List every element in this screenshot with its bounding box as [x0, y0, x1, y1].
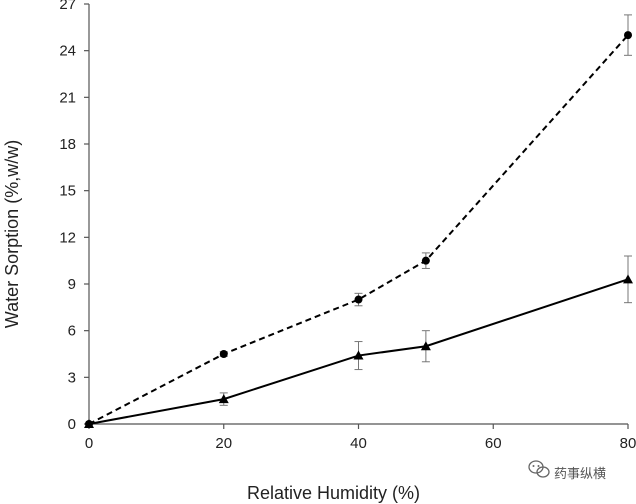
x-tick-label: 40: [350, 435, 367, 452]
series-2: [84, 255, 633, 428]
y-tick-label: 21: [59, 89, 76, 106]
data-point-triangle: [218, 394, 229, 404]
x-tick-label: 80: [620, 435, 636, 452]
watermark-text: 药事纵横: [554, 467, 606, 482]
y-tick-label: 0: [68, 416, 76, 433]
data-point-circle: [624, 31, 632, 40]
x-tick-label: 60: [485, 435, 502, 452]
y-tick-label: 12: [59, 229, 76, 246]
data-point-triangle: [623, 274, 633, 284]
y-axis-title: Water Sorption (%,w/w): [2, 140, 22, 328]
data-point-triangle: [353, 350, 364, 360]
y-tick-label: 3: [68, 369, 76, 386]
y-tick-label: 6: [68, 323, 76, 340]
y-ticks: 0 3 6 9 12 15 18 21 24 27: [59, 0, 89, 433]
data-point-circle: [354, 295, 363, 304]
x-tick-label: 0: [85, 435, 93, 452]
x-axis-title: Relative Humidity (%): [247, 483, 420, 503]
series-line: [88, 34, 629, 425]
y-tick-label: 9: [68, 276, 76, 293]
watermark: 药事纵横: [528, 460, 606, 482]
data-point-circle: [421, 256, 430, 265]
y-tick-label: 24: [59, 43, 76, 60]
series-1: [85, 14, 632, 428]
wechat-icon: [528, 460, 550, 478]
data-point-triangle: [420, 341, 431, 351]
series-layer: [84, 14, 633, 428]
data-point-triangle: [84, 419, 94, 428]
x-ticks: 0 20 40 60 80: [85, 424, 636, 452]
y-tick-label: 18: [59, 136, 76, 153]
y-tick-label: 15: [59, 183, 76, 200]
y-tick-label: 27: [59, 0, 76, 13]
x-tick-label: 20: [215, 435, 232, 452]
data-point-circle: [219, 350, 228, 358]
